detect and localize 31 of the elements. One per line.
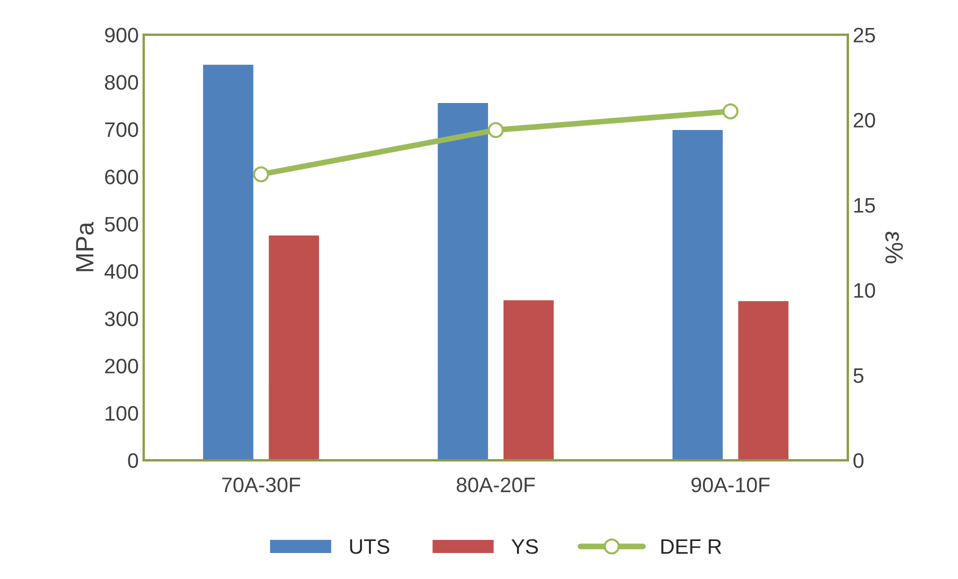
x-tick-label: 70A-30F — [222, 478, 300, 492]
y2-tick-label: 0 — [854, 453, 864, 468]
y2-axis-title: ε% — [885, 232, 903, 264]
y-tick-label: 500 — [104, 216, 138, 232]
x-tick-label: 80A-20F — [456, 478, 535, 492]
legend-label: DEF R — [661, 539, 722, 554]
y-axis-title: MPa — [76, 222, 94, 272]
y-tick-label: 700 — [105, 122, 138, 138]
bar — [267, 234, 320, 460]
y-tick-label: 300 — [104, 311, 138, 326]
bar — [671, 128, 724, 460]
y-tick-label: 900 — [105, 28, 138, 42]
y-tick-label: 200 — [105, 358, 138, 374]
y2-tick-label: 15 — [854, 198, 875, 213]
bar — [736, 300, 790, 460]
y2-tick-label: 25 — [854, 28, 875, 42]
y-tick-label: 100 — [106, 406, 138, 421]
bar — [502, 298, 556, 460]
point — [722, 103, 738, 120]
legend-label: YS — [511, 539, 538, 554]
y2-tick-label: 10 — [854, 283, 876, 298]
x-tick-label: 90A-10F — [692, 478, 770, 492]
y-tick-label: 0 — [128, 453, 138, 468]
point — [253, 166, 270, 182]
legend-label: UTS — [350, 539, 390, 554]
point — [488, 122, 504, 138]
y-tick-label: 600 — [105, 170, 138, 184]
y2-tick-label: 5 — [854, 368, 864, 383]
y-tick-label: 800 — [104, 75, 138, 90]
y2-tick-label: 20 — [854, 112, 876, 128]
y-tick-label: 400 — [104, 264, 138, 279]
